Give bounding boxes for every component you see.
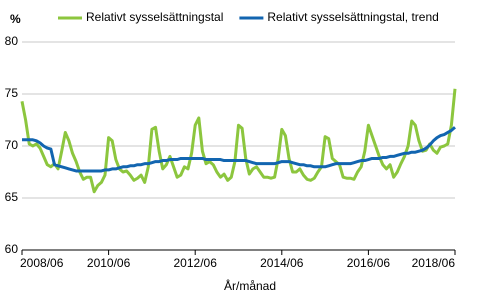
series-line: [20, 88, 457, 194]
x-tick-label: 2008/06: [20, 256, 64, 270]
series-line: [22, 126, 456, 173]
y-tick-label: 65: [5, 190, 19, 204]
y-tick-label: 70: [5, 138, 19, 152]
x-tick-label: 2014/06: [260, 256, 304, 270]
y-tick-label: 60: [5, 242, 19, 256]
y-tick-label: 80: [5, 34, 19, 48]
x-tick-label: 2016/06: [347, 256, 391, 270]
x-tick-label: 2010/06: [87, 256, 131, 270]
y-tick-label: 75: [5, 86, 19, 100]
legend-label: Relativt sysselsättningstal, trend: [267, 10, 438, 24]
y-axis-title: %: [10, 12, 21, 26]
x-axis-title: År/månad: [224, 278, 276, 293]
legend-label: Relativt sysselsättningstal: [86, 10, 223, 24]
x-tick-label: 2018/06: [412, 256, 456, 270]
x-tick-label: 2012/06: [174, 256, 218, 270]
